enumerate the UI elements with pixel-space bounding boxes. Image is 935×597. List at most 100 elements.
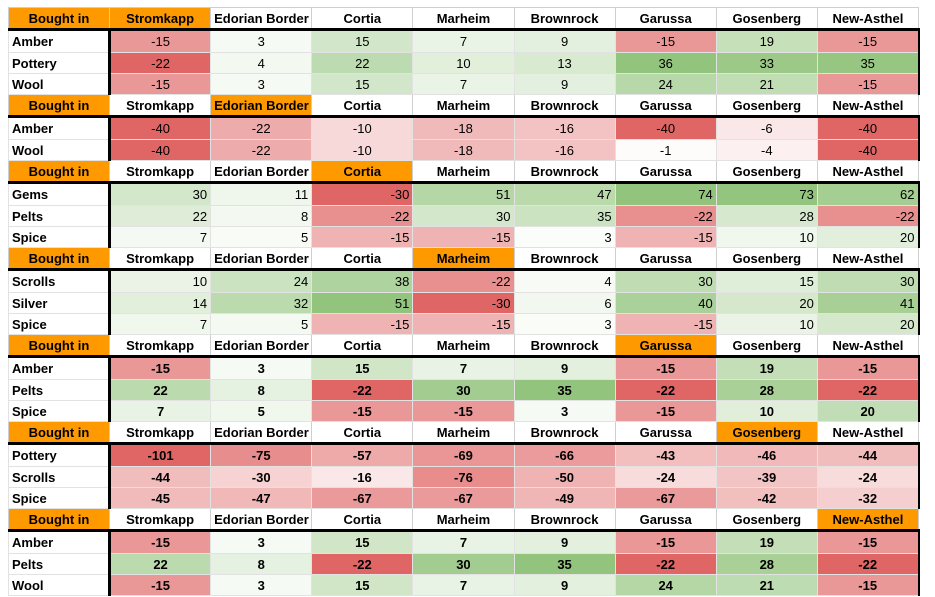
column-header-cell[interactable]: Marheim	[412, 334, 515, 357]
value-cell[interactable]: -22	[108, 52, 212, 74]
column-header-cell[interactable]: Cortia	[311, 334, 414, 357]
value-cell[interactable]: 19	[715, 529, 818, 554]
value-cell[interactable]: -22	[311, 205, 414, 227]
value-cell[interactable]: -15	[311, 226, 414, 248]
value-cell[interactable]: -57	[311, 442, 414, 467]
column-header-cell[interactable]: Cortia	[311, 7, 414, 30]
row-label-cell[interactable]: Spice	[8, 313, 111, 335]
value-cell[interactable]: -67	[614, 487, 717, 509]
column-header-cell[interactable]: Edorian Border	[210, 421, 313, 444]
value-cell[interactable]: 15	[311, 574, 414, 596]
value-cell[interactable]: 5	[210, 313, 313, 335]
column-header-cell[interactable]: Edorian Border	[210, 334, 313, 357]
value-cell[interactable]: -16	[513, 115, 616, 140]
row-label-cell[interactable]: Scrolls	[8, 268, 111, 293]
value-cell[interactable]: 11	[210, 181, 313, 206]
column-header-cell[interactable]: New-Asthel	[816, 7, 920, 30]
value-cell[interactable]: -30	[311, 181, 414, 206]
value-cell[interactable]: 28	[715, 205, 818, 227]
value-cell[interactable]: -22	[816, 379, 920, 401]
value-cell[interactable]: -15	[412, 313, 515, 335]
row-label-cell[interactable]: Amber	[8, 355, 111, 380]
value-cell[interactable]: -40	[816, 139, 920, 161]
value-cell[interactable]: 10	[715, 313, 818, 335]
value-cell[interactable]: -15	[108, 355, 212, 380]
value-cell[interactable]: 35	[513, 379, 616, 401]
value-cell[interactable]: 14	[108, 292, 212, 314]
value-cell[interactable]: -67	[412, 487, 515, 509]
value-cell[interactable]: -15	[614, 226, 717, 248]
value-cell[interactable]: -30	[210, 466, 313, 488]
value-cell[interactable]: -69	[412, 442, 515, 467]
value-cell[interactable]: 7	[108, 313, 212, 335]
value-cell[interactable]: -15	[108, 73, 212, 95]
value-cell[interactable]: 7	[108, 226, 212, 248]
column-header-cell[interactable]: Edorian Border	[210, 247, 313, 270]
value-cell[interactable]: -1	[614, 139, 717, 161]
row-label-cell[interactable]: Pelts	[8, 379, 111, 401]
value-cell[interactable]: -47	[210, 487, 313, 509]
value-cell[interactable]: 62	[816, 181, 920, 206]
value-cell[interactable]: -15	[614, 355, 717, 380]
value-cell[interactable]: -15	[614, 28, 717, 53]
column-header-cell[interactable]: Gosenberg	[715, 334, 818, 357]
value-cell[interactable]: -15	[108, 529, 212, 554]
bought-in-label[interactable]: Bought in	[8, 508, 110, 531]
column-header-cell[interactable]: Stromkapp	[108, 334, 212, 357]
value-cell[interactable]: 51	[412, 181, 515, 206]
value-cell[interactable]: -22	[614, 379, 717, 401]
column-header-cell[interactable]: Cortia	[311, 508, 414, 531]
column-header-cell[interactable]: Brownrock	[513, 94, 616, 117]
value-cell[interactable]: 13	[513, 52, 616, 74]
value-cell[interactable]: 20	[816, 400, 920, 422]
value-cell[interactable]: 35	[513, 205, 616, 227]
value-cell[interactable]: 5	[210, 226, 313, 248]
value-cell[interactable]: -40	[108, 115, 212, 140]
value-cell[interactable]: -15	[412, 400, 515, 422]
column-header-cell[interactable]: Cortia	[311, 94, 414, 117]
value-cell[interactable]: 24	[614, 73, 717, 95]
value-cell[interactable]: 9	[513, 574, 616, 596]
value-cell[interactable]: -75	[210, 442, 313, 467]
column-header-cell[interactable]: New-Asthel	[816, 334, 920, 357]
value-cell[interactable]: 35	[816, 52, 920, 74]
value-cell[interactable]: -67	[311, 487, 414, 509]
value-cell[interactable]: 15	[311, 73, 414, 95]
value-cell[interactable]: -15	[816, 574, 920, 596]
value-cell[interactable]: 7	[412, 28, 515, 53]
value-cell[interactable]: 73	[715, 181, 818, 206]
column-header-cell[interactable]: Garussa	[614, 247, 717, 270]
value-cell[interactable]: 3	[513, 226, 616, 248]
row-label-cell[interactable]: Amber	[8, 28, 111, 53]
column-header-cell[interactable]: Garussa	[614, 94, 717, 117]
column-header-cell[interactable]: Garussa	[614, 7, 717, 30]
value-cell[interactable]: 10	[108, 268, 212, 293]
value-cell[interactable]: 8	[210, 379, 313, 401]
value-cell[interactable]: 4	[210, 52, 313, 74]
value-cell[interactable]: 7	[108, 400, 212, 422]
value-cell[interactable]: -15	[614, 400, 717, 422]
value-cell[interactable]: 8	[210, 553, 313, 575]
value-cell[interactable]: 19	[715, 355, 818, 380]
value-cell[interactable]: 9	[513, 28, 616, 53]
row-label-cell[interactable]: Gems	[8, 181, 111, 206]
row-label-cell[interactable]: Spice	[8, 226, 111, 248]
value-cell[interactable]: -30	[412, 292, 515, 314]
value-cell[interactable]: 3	[210, 574, 313, 596]
column-header-cell[interactable]: Marheim	[412, 421, 515, 444]
column-header-cell[interactable]: Marheim	[412, 7, 515, 30]
bought-in-label[interactable]: Bought in	[8, 334, 110, 357]
value-cell[interactable]: 6	[513, 292, 616, 314]
column-header-cell[interactable]: Stromkapp	[108, 7, 212, 30]
row-label-cell[interactable]: Amber	[8, 529, 111, 554]
value-cell[interactable]: -101	[108, 442, 212, 467]
value-cell[interactable]: 10	[715, 400, 818, 422]
value-cell[interactable]: 5	[210, 400, 313, 422]
value-cell[interactable]: 30	[816, 268, 920, 293]
column-header-cell[interactable]: Edorian Border	[210, 508, 313, 531]
value-cell[interactable]: 41	[816, 292, 920, 314]
value-cell[interactable]: -15	[614, 313, 717, 335]
value-cell[interactable]: 30	[412, 379, 515, 401]
value-cell[interactable]: -45	[108, 487, 212, 509]
